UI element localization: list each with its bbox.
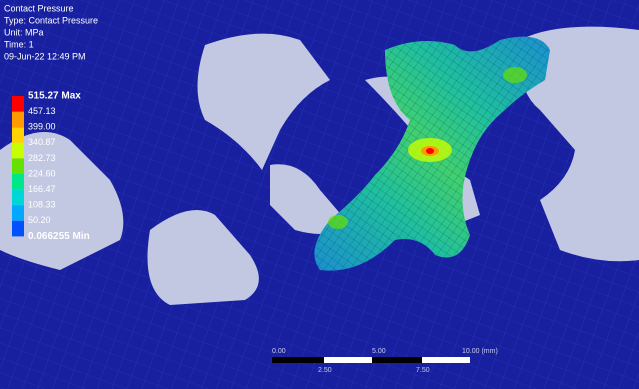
- legend-swatch: [12, 221, 24, 237]
- legend-label: 166.47: [28, 184, 56, 194]
- scale-label: 0.00: [272, 348, 286, 355]
- legend-label: 282.73: [28, 153, 56, 163]
- header-line: Unit: MPa: [4, 27, 44, 37]
- legend-swatch: [12, 127, 24, 143]
- legend-swatch: [12, 143, 24, 159]
- legend-swatch: [12, 205, 24, 221]
- legend-swatch: [12, 96, 24, 112]
- legend-label: 340.87: [28, 137, 56, 147]
- hotspot-max: [426, 148, 434, 154]
- legend-swatch: [12, 190, 24, 206]
- legend-label: 108.33: [28, 200, 56, 210]
- scale-label: 5.00: [372, 348, 386, 355]
- legend-label: 399.00: [28, 122, 56, 132]
- header-line: 09-Jun-22 12:49 PM: [4, 51, 86, 61]
- viewport: Contact Pressure Type: Contact Pressure U…: [0, 0, 639, 389]
- scale-label: 10.00 (mm): [462, 348, 498, 355]
- legend-label: 0.066255 Min: [28, 231, 90, 242]
- scale-segment: [324, 357, 372, 363]
- hotspot: [328, 215, 348, 229]
- result-title: Contact Pressure: [4, 3, 74, 13]
- scale-label: 2.50: [318, 367, 332, 374]
- header-line: Time: 1: [4, 39, 34, 49]
- scale-segment: [422, 357, 470, 363]
- scale-segment: [372, 357, 422, 363]
- legend-label: 224.60: [28, 168, 56, 178]
- scale-segment: [272, 357, 324, 363]
- legend-label: 457.13: [28, 106, 56, 116]
- legend-swatch: [12, 112, 24, 128]
- legend-swatch: [12, 158, 24, 174]
- scale-bar: [272, 357, 470, 363]
- legend-label: 50.20: [28, 215, 51, 225]
- scale-label: 7.50: [416, 367, 430, 374]
- hotspot: [503, 67, 527, 83]
- legend-label: 515.27 Max: [28, 91, 81, 102]
- legend-swatch: [12, 174, 24, 190]
- header-line: Type: Contact Pressure: [4, 15, 98, 25]
